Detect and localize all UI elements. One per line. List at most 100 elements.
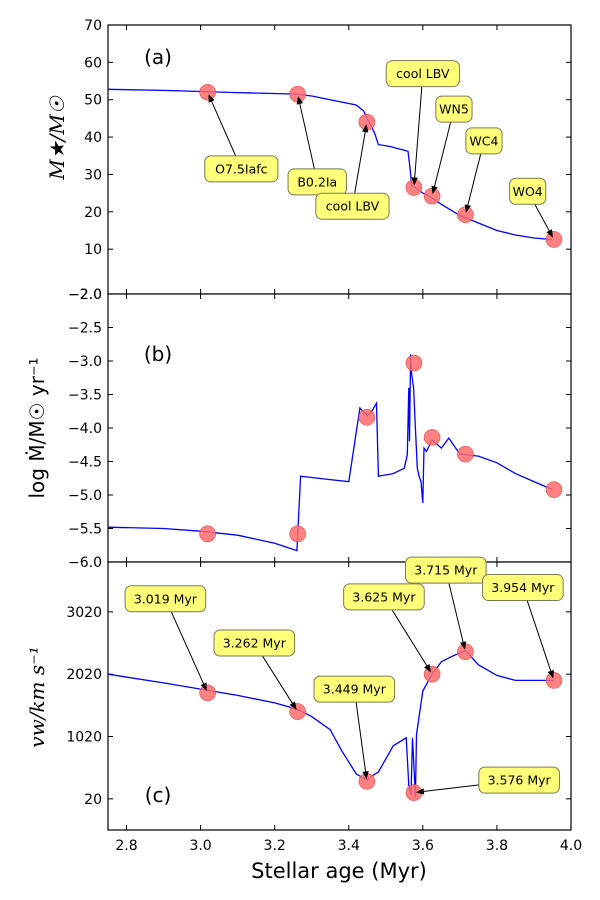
marker-b	[457, 445, 474, 463]
annotation-c: 3.019 Myr	[124, 585, 207, 692]
annotation-arrow-line	[522, 587, 552, 673]
annotation-box	[509, 177, 547, 205]
xtick-label: 3.2	[264, 838, 286, 854]
frame-c	[107, 561, 572, 831]
annotation-c: 3.715 Myr	[405, 556, 487, 650]
ytick-label-b: −2.0	[68, 287, 102, 303]
ylabel-b: log Ṁ/M☉ yr⁻¹	[25, 357, 49, 498]
marker-a	[545, 231, 563, 248]
annotation-arrow-head	[464, 204, 471, 213]
panel-label-a: (a)	[144, 45, 172, 69]
annotation-arrow-head	[296, 96, 303, 105]
annotation-a: cool LBV	[385, 60, 460, 186]
annotation-box	[343, 583, 425, 611]
xtick-label: 3.0	[189, 838, 211, 854]
ytick-label-b: −3.0	[68, 354, 102, 370]
annotation-arrow-head	[459, 641, 467, 650]
annotation-box	[313, 675, 396, 703]
annotation-box	[385, 60, 460, 88]
annotation-a: B0.2Ia	[287, 96, 347, 196]
annotation-text: WN5	[439, 102, 469, 117]
ytick-label-b: −5.0	[68, 488, 102, 504]
annotation-text: 3.954 Myr	[491, 580, 555, 595]
annotation-arrow-head	[431, 185, 438, 195]
annotation-c: 3.954 Myr	[482, 574, 564, 679]
xtick-label: 3.8	[486, 838, 508, 854]
plot-area-b	[108, 294, 571, 562]
annotation-a: WO4	[509, 177, 554, 238]
ytick-label-c: 20	[84, 792, 102, 808]
annotation-box	[405, 556, 487, 584]
ytick-label-a: 50	[84, 93, 102, 109]
annotation-c: 3.262 Myr	[213, 629, 297, 710]
annotation-text: 3.019 Myr	[134, 591, 198, 606]
ytick-label-a: 20	[84, 205, 102, 221]
annotation-arrow-head	[362, 771, 369, 780]
xtick-label: 4.0	[560, 838, 582, 854]
annotation-text: cool LBV	[396, 66, 450, 81]
annotation-box	[435, 95, 473, 123]
annotation-a: WC4	[464, 127, 503, 213]
xtick-label: 3.6	[412, 838, 434, 854]
annotation-arrow-head	[289, 701, 297, 710]
marker-b	[358, 408, 376, 426]
marker-a	[199, 83, 216, 101]
ytick-label-c: 2020	[66, 667, 102, 683]
annotation-c: 3.449 Myr	[313, 675, 396, 780]
annotation-box	[478, 766, 560, 794]
annotation-text: B0.2Ia	[297, 174, 337, 189]
annotation-text: 3.625 Myr	[352, 589, 416, 604]
annotation-arrow-head	[411, 177, 418, 186]
annotation-arrow-line	[414, 73, 424, 180]
ytick-label-b: −5.5	[68, 522, 102, 538]
marker-b	[423, 429, 441, 446]
ylabel-a: M★/M☉	[45, 95, 69, 181]
ytick-label-b: −4.5	[68, 455, 102, 471]
ytick-label-b: −2.5	[68, 321, 102, 337]
annotation-c: 3.625 Myr	[343, 583, 432, 673]
ytick-label-a: 10	[84, 242, 102, 258]
ytick-label-a: 30	[84, 167, 102, 183]
annotation-box	[465, 127, 503, 155]
xtick-label: 3.4	[338, 838, 360, 854]
annotation-arrow-head	[415, 788, 425, 795]
annotation-arrow-head	[547, 669, 554, 679]
panel-label-c: (c)	[145, 783, 172, 807]
panel-b: −6.0 −5.5 −5.0 −4.5 −4.0 −3.5 −3.0 −2.5 −2.0 (b)	[68, 287, 572, 571]
annotation-box	[482, 574, 564, 602]
ytick-label-a: 40	[84, 130, 102, 146]
ytick-label-b: −3.5	[68, 388, 102, 404]
marker-c	[199, 684, 216, 702]
svg-text:M★/M☉: M★/M☉	[45, 95, 69, 181]
annotation-a: cool LBV	[315, 124, 390, 220]
annotation-arrow-line	[353, 689, 367, 774]
ylabel-b-text: log Ṁ/M☉ yr⁻¹	[25, 357, 49, 498]
annotation-text: WO4	[513, 184, 543, 199]
annotation-box	[315, 192, 390, 220]
annotation-a: O7.5Iafc	[204, 94, 279, 183]
marker-b	[199, 525, 216, 543]
svg-text:log Ṁ/M☉ yr⁻¹: log Ṁ/M☉ yr⁻¹	[25, 357, 49, 498]
annotation-text: WC4	[469, 133, 498, 148]
series-line-b	[108, 354, 553, 552]
marker-b	[289, 525, 306, 543]
annotation-box	[204, 155, 279, 183]
ytick-label-c: 3020	[66, 605, 102, 621]
annotation-arrow-head	[424, 664, 432, 673]
xtick-label: 2.8	[115, 838, 137, 854]
ylabel-a-text: M★/M☉	[45, 95, 69, 181]
ytick-label-b: −4.0	[68, 421, 102, 437]
annotation-box	[213, 629, 296, 657]
marker-b	[405, 354, 423, 372]
annotation-text: 3.449 Myr	[323, 682, 387, 697]
annotation-text: 3.576 Myr	[488, 773, 552, 788]
annotation-box	[124, 585, 207, 613]
ytick-label-a: −2.0	[68, 287, 102, 303]
xlabel: Stellar age (Myr)	[251, 859, 427, 883]
plot-area-a	[108, 25, 571, 294]
annotation-a: WN5	[431, 95, 473, 195]
annotation-arrow-head	[200, 682, 207, 692]
panel-c: 20 1020 2020 3020 2.8 3.0 3.2 3.4 3.6 3.8 4.0 (c) 3.…	[66, 556, 582, 854]
panel-a: −2.0 10 20 30 40 50 60 70 (a) O7.5Iafc B0.2Ia cool …	[68, 18, 572, 303]
